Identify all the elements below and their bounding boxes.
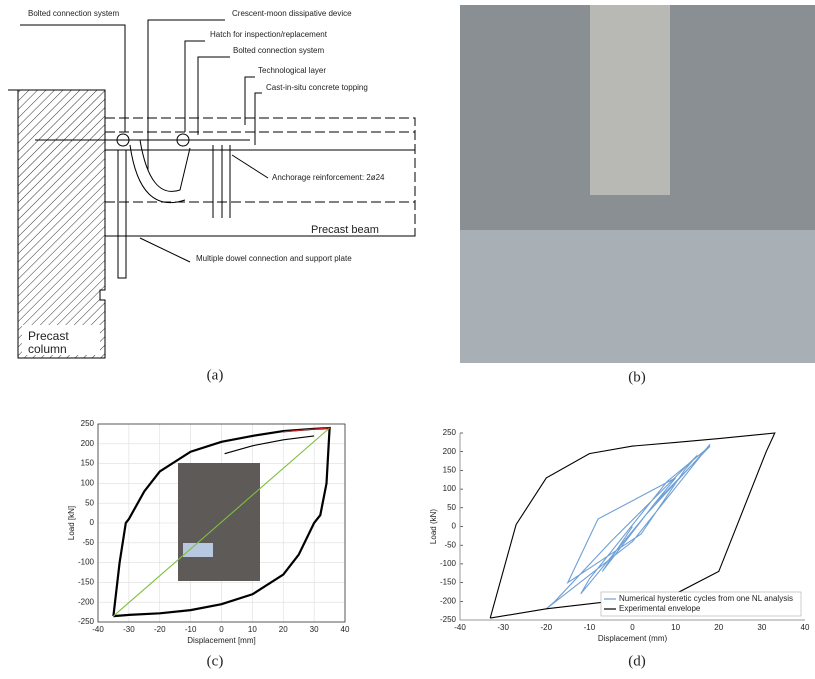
figure: (a) (b) (c) (d) Bolted connection system…	[0, 0, 815, 674]
x-axis-label: Displacement [mm]	[187, 636, 255, 645]
diagram-label: Multiple dowel connection and support pl…	[196, 254, 352, 263]
series-line	[546, 444, 710, 609]
diagram-label: Anchorage reinforcement: 2ø24	[272, 173, 385, 182]
y-tick-label: -200	[78, 597, 95, 606]
caption: (c)	[207, 653, 224, 669]
y-tick-label: -100	[78, 558, 95, 567]
diagram-label: Technological layer	[258, 66, 326, 75]
x-tick-label: -30	[123, 625, 135, 634]
x-tick-label: 10	[248, 625, 257, 634]
y-tick-label: 250	[81, 419, 95, 428]
column-label: Precast	[28, 329, 69, 343]
inset-photo-detail	[183, 543, 213, 557]
y-tick-label: 200	[443, 447, 457, 456]
y-tick-label: 200	[81, 439, 95, 448]
y-tick-label: 50	[447, 503, 456, 512]
diagram-label: Bolted connection system	[28, 9, 119, 18]
x-tick-label: -40	[92, 625, 104, 634]
x-tick-label: -30	[497, 623, 509, 632]
y-axis-label: Load [kN]	[67, 506, 76, 540]
legend-label: Numerical hysteretic cycles from one NL …	[619, 594, 793, 603]
diagram-label: Hatch for inspection/replacement	[210, 30, 328, 39]
x-tick-label: 40	[801, 623, 810, 632]
diagram-label: Bolted connection system	[233, 46, 324, 55]
x-tick-label: -10	[185, 625, 197, 634]
x-tick-label: 20	[714, 623, 723, 632]
x-tick-label: 30	[310, 625, 319, 634]
x-tick-label: 30	[757, 623, 766, 632]
y-tick-label: 0	[452, 522, 457, 531]
x-tick-label: 40	[341, 625, 350, 634]
x-tick-label: -40	[454, 623, 466, 632]
y-axis-label: Load (kN)	[429, 509, 438, 544]
x-tick-label: -20	[154, 625, 166, 634]
caption: (d)	[628, 653, 646, 669]
column-label: column	[28, 342, 67, 356]
diagram-label: Crescent-moon dissipative device	[232, 9, 352, 18]
x-tick-label: -10	[584, 623, 596, 632]
y-tick-label: 0	[90, 518, 95, 527]
x-axis-label: Displacement (mm)	[598, 634, 668, 643]
inset-photo	[178, 463, 260, 581]
photo-deck	[460, 230, 815, 363]
y-tick-label: 50	[85, 498, 94, 507]
y-tick-label: 150	[443, 466, 457, 475]
x-tick-label: 0	[630, 623, 635, 632]
caption: (b)	[628, 369, 646, 385]
y-tick-label: -50	[444, 540, 456, 549]
y-tick-label: -100	[440, 559, 457, 568]
y-tick-label: 250	[443, 428, 457, 437]
y-tick-label: -150	[78, 578, 95, 587]
x-tick-label: 0	[219, 625, 224, 634]
y-tick-label: -150	[440, 578, 457, 587]
y-tick-label: -50	[82, 538, 94, 547]
y-tick-label: 150	[81, 459, 95, 468]
y-tick-label: 100	[443, 484, 457, 493]
y-tick-label: -200	[440, 596, 457, 605]
drawing	[8, 20, 415, 358]
y-tick-label: 100	[81, 479, 95, 488]
caption: (a)	[207, 367, 224, 383]
diagram-label: Cast-in-situ concrete topping	[266, 83, 368, 92]
x-tick-label: 20	[279, 625, 288, 634]
x-tick-label: 10	[671, 623, 680, 632]
diagram-label: Precast beam	[311, 224, 379, 236]
photo-column	[590, 5, 670, 195]
legend-label: Experimental envelope	[619, 604, 701, 613]
x-tick-label: -20	[540, 623, 552, 632]
